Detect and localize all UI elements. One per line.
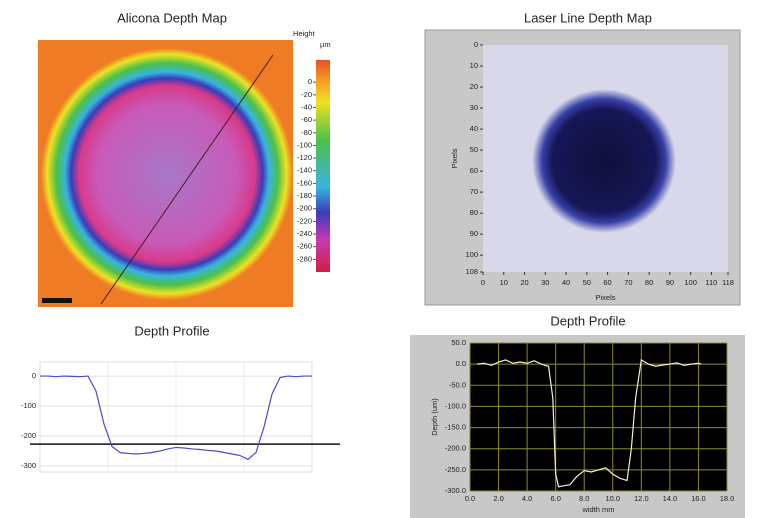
x-tick-label: 30	[541, 278, 549, 287]
x-axis-label: Pixels	[595, 293, 615, 302]
colorbar-tick-label: -40	[301, 102, 312, 111]
colorbar-tick-label: -260	[297, 242, 312, 251]
x-tick-label: 2.0	[493, 494, 503, 503]
y-axis-label: Pixels	[450, 148, 459, 168]
profile-line	[477, 358, 702, 488]
x-axis-label: width mm	[581, 505, 614, 514]
chart-title: Depth Profile	[134, 323, 209, 338]
colorbar-tick-label: -160	[297, 178, 312, 187]
colorbar-tick-label: -60	[301, 115, 312, 124]
y-tick-label: -200	[21, 431, 36, 440]
y-tick-label: -250.0	[445, 465, 466, 474]
vertical-grid	[107, 362, 245, 472]
x-tick-label: 12.0	[634, 494, 649, 503]
x-tick-label: 118	[722, 278, 734, 287]
colorbar-unit: µm	[320, 40, 331, 49]
x-tick-label: 10.0	[605, 494, 620, 503]
x-tick-label: 4.0	[522, 494, 532, 503]
x-tick-label: 14.0	[663, 494, 678, 503]
y-tick-label: 30	[470, 103, 478, 112]
y-tick-label: -100	[21, 401, 36, 410]
y-tick-label: -100.0	[445, 401, 466, 410]
y-tick-label: 90	[470, 229, 478, 238]
y-tick-label: 0	[32, 371, 36, 380]
y-tick-label: -300	[21, 461, 36, 470]
chart-title: Laser Line Depth Map	[524, 10, 652, 25]
y-tick-label: -300.0	[445, 486, 466, 495]
x-tick-label: 8.0	[579, 494, 589, 503]
x-tick-label: 0.0	[465, 494, 475, 503]
y-tick-label: -150.0	[445, 423, 466, 432]
colorbar-tick-label: -200	[297, 204, 312, 213]
x-tick-label: 70	[624, 278, 632, 287]
y-tick-label: 10	[470, 61, 478, 70]
colorbar-tick-label: -180	[297, 191, 312, 200]
colorbar	[316, 60, 330, 272]
y-tick-label: 50	[470, 145, 478, 154]
colorbar-tick-label: -80	[301, 128, 312, 137]
y-tick-label: -200.0	[445, 444, 466, 453]
y-tick-label: 20	[470, 82, 478, 91]
x-tick-label: 110	[705, 278, 717, 287]
colorbar-tick-label: -280	[297, 254, 312, 263]
y-tick-label: 108	[465, 267, 478, 276]
x-tick-label: 10	[500, 278, 508, 287]
profile-line	[40, 375, 312, 461]
depth-map-crater	[41, 48, 293, 300]
y-tick-label: -50.0	[449, 380, 466, 389]
colorbar-tick-label: -140	[297, 166, 312, 175]
chart-title: Depth Profile	[550, 313, 625, 328]
laser-profile-plot-area	[470, 343, 727, 491]
x-tick-label: 20	[520, 278, 528, 287]
x-tick-label: 80	[645, 278, 653, 287]
colorbar-tick-label: -220	[297, 216, 312, 225]
y-tick-label: 70	[470, 187, 478, 196]
y-tick-label: 80	[470, 208, 478, 217]
scale-bar	[42, 298, 72, 303]
x-tick-label: 6.0	[550, 494, 560, 503]
x-tick-label: 40	[562, 278, 570, 287]
y-tick-label: 0	[474, 40, 478, 49]
x-tick-label: 60	[603, 278, 611, 287]
y-tick-label: 40	[470, 124, 478, 133]
colorbar-label: Height	[293, 29, 316, 38]
y-tick-label: 50.0	[451, 338, 466, 347]
colorbar-tick-label: -20	[301, 90, 312, 99]
x-tick-label: 16.0	[691, 494, 706, 503]
x-tick-label: 50	[583, 278, 591, 287]
x-tick-label: 90	[666, 278, 674, 287]
chart-title: Alicona Depth Map	[117, 10, 227, 25]
colorbar-tick-label: -120	[297, 153, 312, 162]
colorbar-tick-label: -100	[297, 140, 312, 149]
y-axis-label: Depth (um)	[430, 398, 439, 436]
x-tick-label: 0	[481, 278, 485, 287]
colorbar-tick-label: 0	[308, 77, 312, 86]
x-tick-label: 18.0	[720, 494, 735, 503]
y-tick-label: 100	[465, 250, 478, 259]
y-tick-label: 0.0	[456, 359, 466, 368]
y-tick-label: 60	[470, 166, 478, 175]
profile-cut-line	[100, 54, 274, 305]
laser-map-crater	[532, 89, 676, 233]
colorbar-tick-label: -240	[297, 229, 312, 238]
x-tick-label: 100	[684, 278, 697, 287]
